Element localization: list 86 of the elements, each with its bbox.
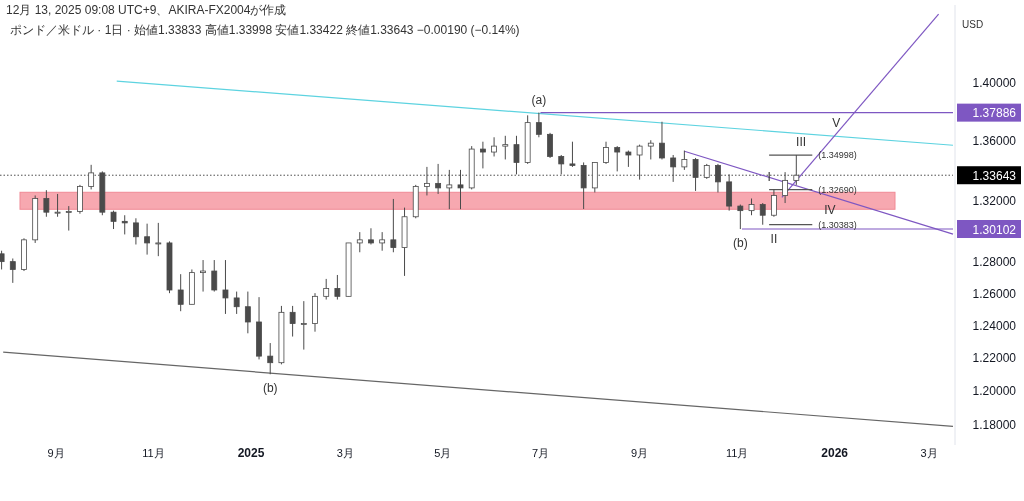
candlestick [502, 135, 509, 160]
candlestick [244, 291, 251, 334]
candlestick [446, 169, 453, 210]
candlestick [535, 112, 542, 138]
candlestick [681, 150, 688, 171]
candlestick [390, 198, 397, 253]
candlestick [547, 132, 553, 159]
x-tick-label: 11月 [142, 447, 165, 459]
annotation: (1.32690) [818, 184, 857, 195]
candlestick [715, 163, 721, 193]
candlestick [155, 222, 162, 257]
candlestick [211, 259, 218, 293]
candlestick [759, 202, 766, 226]
candlestick [9, 258, 16, 284]
candlestick [603, 141, 609, 165]
y-tick-label: 1.18000 [972, 418, 1017, 433]
candlestick [110, 210, 117, 230]
x-tick-label: 9月 [47, 447, 65, 459]
x-tick-label: 5月 [434, 447, 452, 459]
candlestick [659, 121, 665, 160]
candlestick [334, 274, 341, 301]
annotation: V [832, 116, 841, 131]
candlestick [457, 169, 464, 210]
candlestick [480, 141, 486, 169]
candlestick [289, 305, 296, 338]
candlestick [636, 144, 643, 181]
chart-title: 12月 13, 2025 09:08 UTC+9、AKIRA-FX2004が作成 [6, 3, 287, 17]
annotation: (b) [262, 381, 278, 396]
candlestick [692, 157, 699, 192]
candlestick [43, 189, 50, 218]
y-tick-label: 1.24000 [972, 318, 1017, 333]
x-tick-label: 3月 [920, 447, 938, 459]
candlestick [267, 342, 274, 375]
y-tick-label: 1.26000 [972, 286, 1017, 301]
annotation: (a) [531, 92, 547, 107]
ref-line-label: 1.33643 [972, 168, 1017, 183]
y-axis-title: USD [962, 19, 984, 30]
candlestick [300, 300, 307, 351]
candlestick [54, 193, 61, 218]
y-tick-label: 1.36000 [972, 133, 1017, 148]
annotation: I [767, 169, 771, 184]
y-tick-label: 1.28000 [972, 255, 1017, 270]
candlestick [558, 154, 565, 175]
text: ポンド／米ドル · 1日 · 始値1.33833 高値1.33998 安値1.33422 終値1.33643 −0.00190 (−0.14%) [10, 23, 520, 37]
x-tick-label: 11月 [725, 447, 749, 459]
candlestick [222, 259, 229, 315]
y-tick-label: 1.22000 [972, 351, 1017, 366]
annotation: IV [824, 203, 836, 218]
candlestick [133, 217, 139, 245]
candlestick [513, 135, 520, 175]
candlestick [424, 166, 430, 196]
candlestick [233, 291, 240, 315]
candlestick [580, 161, 587, 210]
annotation: (b) [733, 236, 748, 251]
candlestick [144, 223, 151, 256]
x-tick-label: 2026 [821, 446, 849, 460]
candlestick [0, 250, 5, 270]
x-tick-label: 7月 [531, 447, 550, 459]
candlestick [647, 139, 654, 160]
candlestick [356, 231, 363, 253]
y-tick-label: 1.40000 [972, 75, 1017, 90]
y-tick-label: 1.32000 [972, 193, 1017, 208]
candlestick [379, 231, 386, 252]
annotation: (1.30383) [818, 219, 857, 230]
x-tick-label: 3月 [336, 447, 354, 459]
annotation: III [796, 135, 807, 150]
candlestick [65, 205, 72, 232]
x-tick-label: 9月 [631, 447, 649, 459]
series-label: 1.37886 [972, 106, 1017, 121]
candlestick [368, 227, 374, 245]
candlestick [121, 214, 128, 235]
x-tick-label: 2025 [237, 446, 265, 460]
annotation: II [770, 231, 778, 246]
candlestick [323, 278, 330, 301]
candlestick [435, 163, 442, 195]
candlestick [614, 145, 621, 172]
candlestick [569, 141, 576, 168]
candlestick [177, 273, 184, 312]
candlestick [88, 164, 95, 190]
candlestick [737, 204, 744, 230]
series-label: 1.30102 [972, 222, 1017, 237]
candlestick [670, 154, 677, 183]
candlestick [491, 136, 497, 157]
y-tick-label: 1.20000 [972, 384, 1017, 399]
annotation: (1.34998) [818, 150, 857, 161]
candlestick [200, 259, 206, 293]
